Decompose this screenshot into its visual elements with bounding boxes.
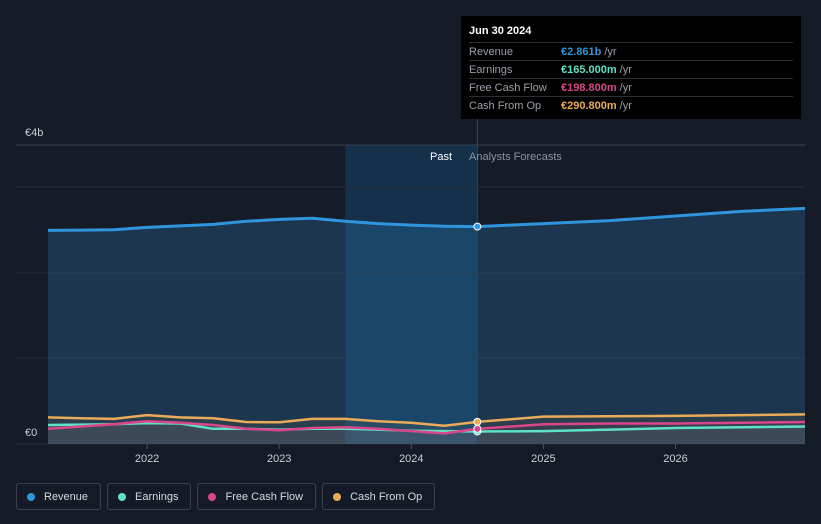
tooltip-row-revenue: Revenue €2.861b /yr	[469, 42, 793, 60]
tooltip: Jun 30 2024 Revenue €2.861b /yr Earnings…	[461, 16, 801, 119]
legend-label: Earnings	[135, 490, 179, 503]
tooltip-label: Earnings	[469, 63, 513, 76]
x-axis-ticks: 2022 2023 2024 2025 2026	[135, 444, 688, 465]
x-tick-label: 2022	[135, 453, 159, 465]
tooltip-unit: /yr	[604, 45, 617, 58]
series-areas	[48, 208, 805, 444]
tooltip-row-free-cash-flow: Free Cash Flow €198.800m /yr	[469, 78, 793, 96]
legend-label: Free Cash Flow	[225, 490, 304, 503]
tooltip-row-cash-from-op: Cash From Op €290.800m /yr	[469, 96, 793, 114]
tooltip-value: €290.800m	[561, 99, 617, 112]
y-tick-top: €4b	[25, 127, 43, 139]
legend-item-revenue[interactable]: Revenue	[16, 483, 102, 510]
revenue-line	[47, 206, 806, 232]
legend-label: Revenue	[44, 490, 89, 503]
tooltip-label: Free Cash Flow	[469, 81, 547, 94]
tooltip-date: Jun 30 2024	[469, 25, 532, 37]
highlight-dots	[473, 222, 482, 436]
tooltip-label: Cash From Op	[469, 99, 542, 112]
past-label: Past	[430, 151, 452, 163]
free-cash-flow-highlight-dot	[473, 424, 482, 433]
y-tick-bottom: €0	[25, 427, 37, 439]
cash-from-op-highlight-dot	[473, 417, 482, 426]
tooltip-label: Revenue	[469, 45, 514, 58]
free-cash-flow-line	[47, 419, 806, 435]
revenue-highlight-dot	[473, 222, 482, 231]
cash-from-op-dot-icon	[333, 492, 342, 501]
x-tick-label: 2025	[531, 453, 555, 465]
past-highlight-band	[345, 145, 478, 444]
tooltip-value: €198.800m	[561, 81, 617, 94]
x-tick-label: 2024	[399, 453, 423, 465]
legend-label: Cash From Op	[350, 490, 423, 503]
legend-item-cash-from-op[interactable]: Cash From Op	[322, 483, 436, 510]
tooltip-value: €165.000m	[561, 63, 617, 76]
chart: €4b €0 2022 2023 2024 2025 2026 Past Analyst…	[16, 119, 806, 465]
free-cash-flow-dot-icon	[208, 492, 217, 501]
x-tick-label: 2023	[267, 453, 291, 465]
cash-from-op-line	[47, 413, 806, 428]
revenue-dot-icon	[27, 492, 35, 501]
tooltip-unit: /yr	[619, 81, 632, 94]
legend-item-earnings[interactable]: Earnings	[107, 483, 192, 510]
revenue-area	[48, 208, 805, 444]
earnings-area	[48, 423, 805, 444]
legend-item-free-cash-flow[interactable]: Free Cash Flow	[197, 483, 317, 510]
tooltip-unit: /yr	[619, 63, 632, 76]
earnings-line	[47, 421, 806, 433]
earnings-dot-icon	[118, 492, 127, 501]
legend: Revenue Earnings Free Cash Flow Cash Fro…	[16, 483, 436, 510]
tooltip-row-earnings: Earnings €165.000m /yr	[469, 60, 793, 78]
tooltip-unit: /yr	[619, 99, 632, 112]
x-tick-label: 2026	[663, 453, 687, 465]
forecast-label: Analysts Forecasts	[469, 151, 562, 163]
series-lines	[47, 206, 806, 435]
tooltip-value: €2.861b	[561, 45, 602, 58]
